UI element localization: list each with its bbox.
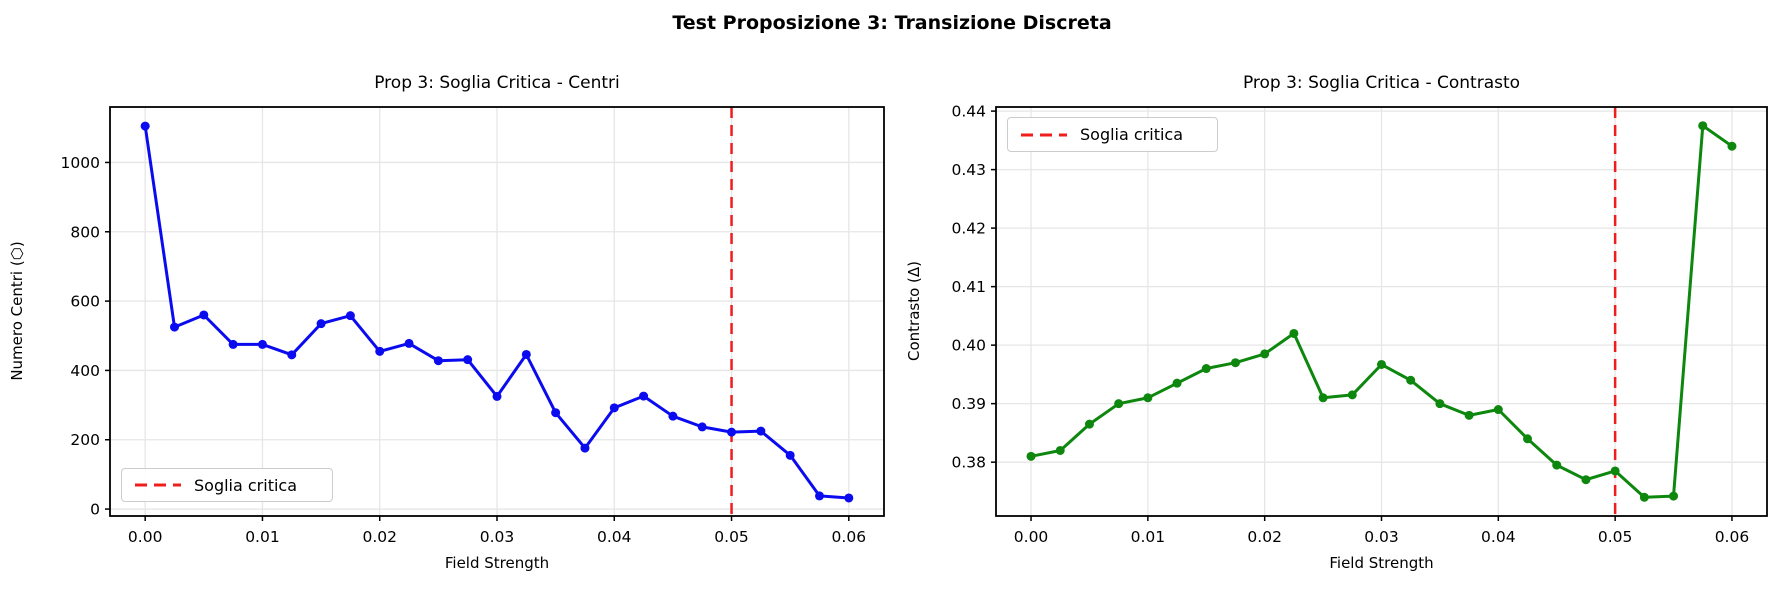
x-axis-label-centri: Field Strength (444, 554, 550, 572)
data-point (1523, 434, 1533, 444)
data-point-markers (1026, 121, 1737, 502)
data-point (345, 311, 355, 321)
data-point (609, 403, 619, 413)
y-tick-label: 600 (70, 293, 100, 311)
y-tick-label: 1000 (61, 154, 100, 172)
x-tick-label: 0.04 (597, 528, 632, 546)
data-point (1406, 375, 1416, 385)
data-point (463, 355, 473, 365)
x-axis-label-contrasto: Field Strength (1329, 554, 1434, 572)
x-tick-label: 0.04 (1481, 528, 1516, 546)
data-point (1318, 393, 1328, 403)
y-tick-label: 0 (90, 501, 100, 519)
data-point (727, 427, 737, 437)
data-point (1114, 399, 1124, 409)
axis-ticks: 0.00 0.01 0.02 0.03 0.04 0.05 0.06 0.38 0.39 0.40… (951, 103, 1749, 546)
data-point (1289, 328, 1299, 338)
dashed-line-icon (1021, 133, 1067, 136)
data-point (1201, 364, 1211, 374)
data-point (1172, 378, 1182, 388)
y-tick-label: 800 (70, 223, 100, 241)
data-point (287, 350, 297, 360)
x-tick-label: 0.03 (1364, 528, 1399, 546)
legend-label-centri: Soglia critica (194, 475, 298, 495)
data-point-markers (140, 121, 854, 503)
y-tick-label: 0.44 (951, 103, 986, 121)
data-point (375, 346, 385, 356)
data-point (257, 339, 267, 349)
chart-title-centri: Prop 3: Soglia Critica - Centri (374, 73, 620, 93)
data-point (668, 411, 678, 421)
data-point (316, 319, 326, 329)
data-point (140, 121, 150, 131)
chart-panel-centri: Prop 3: Soglia Critica - Centri Numero C… (0, 50, 892, 593)
data-point (228, 339, 238, 349)
data-point (551, 408, 561, 418)
chart-panel-contrasto: Prop 3: Soglia Critica - Contrasto Contr… (892, 50, 1784, 593)
data-point (1143, 393, 1153, 403)
data-point (1055, 445, 1065, 455)
chart-title-contrasto: Prop 3: Soglia Critica - Contrasto (1242, 73, 1521, 93)
data-point (170, 322, 179, 332)
data-point (1377, 359, 1386, 369)
data-point (697, 422, 707, 432)
data-point (521, 349, 531, 359)
x-tick-label: 0.02 (1247, 528, 1282, 546)
data-point (492, 391, 502, 401)
data-point (1493, 405, 1503, 415)
y-tick-label: 200 (70, 431, 100, 449)
x-tick-label: 0.01 (245, 528, 280, 546)
legend-contrasto: Soglia critica (1007, 117, 1218, 152)
data-point (1727, 141, 1737, 151)
data-point (785, 450, 795, 460)
data-point (1698, 121, 1708, 131)
legend-label-contrasto: Soglia critica (1080, 125, 1184, 144)
data-point (1581, 475, 1591, 485)
line-chart-contrasto: 0.00 0.01 0.02 0.03 0.04 0.05 0.06 0.38 0.39 0.40… (951, 103, 1768, 546)
x-tick-label: 0.06 (1715, 528, 1750, 546)
dashed-line-icon (135, 483, 181, 487)
data-point (1230, 358, 1240, 368)
data-point (1260, 349, 1270, 359)
x-tick-label: 0.01 (1131, 528, 1166, 546)
y-tick-label: 0.40 (951, 337, 986, 355)
line-chart-centri: 0.00 0.01 0.02 0.03 0.04 0.05 0.06 0 200 400 600 80… (61, 106, 885, 546)
data-point (1610, 466, 1620, 476)
data-point (1435, 399, 1445, 409)
data-point (1347, 390, 1357, 400)
data-point (1084, 419, 1094, 429)
x-tick-label: 0.05 (714, 528, 749, 546)
x-tick-label: 0.05 (1598, 528, 1633, 546)
y-tick-label: 0.42 (951, 220, 986, 238)
figure-suptitle: Test Proposizione 3: Transizione Discret… (672, 12, 1112, 34)
data-point (433, 356, 443, 366)
y-tick-label: 0.41 (951, 278, 986, 296)
x-tick-label: 0.00 (1014, 528, 1049, 546)
x-tick-label: 0.03 (480, 528, 515, 546)
x-tick-label: 0.06 (832, 528, 867, 546)
data-point (1026, 451, 1036, 461)
data-point (580, 443, 590, 453)
data-point (639, 391, 649, 401)
grid (996, 107, 1767, 516)
data-point (1464, 410, 1474, 420)
y-tick-label: 400 (70, 362, 100, 380)
data-point (1552, 460, 1562, 470)
data-point (1669, 491, 1679, 501)
data-point (815, 491, 824, 501)
data-point (199, 310, 209, 320)
y-tick-label: 0.43 (951, 161, 986, 179)
y-tick-label: 0.38 (951, 454, 986, 472)
axis-ticks: 0.00 0.01 0.02 0.03 0.04 0.05 0.06 0 200 400 600 80… (61, 154, 867, 546)
x-tick-label: 0.00 (128, 528, 163, 546)
x-tick-label: 0.02 (362, 528, 397, 546)
data-point (404, 338, 414, 348)
y-tick-label: 0.39 (951, 395, 986, 413)
data-point (756, 426, 766, 436)
data-point (1639, 492, 1649, 502)
data-point (844, 493, 854, 503)
legend-centri: Soglia critica (121, 468, 333, 502)
